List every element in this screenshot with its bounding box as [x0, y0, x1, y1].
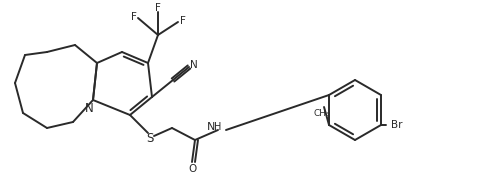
Text: Br: Br [391, 120, 403, 130]
Text: H: H [214, 122, 222, 132]
Text: S: S [146, 132, 154, 145]
Text: N: N [85, 102, 93, 114]
Text: CH₃: CH₃ [314, 108, 330, 118]
Text: N: N [207, 122, 215, 132]
Text: O: O [189, 164, 197, 174]
Text: F: F [155, 3, 161, 13]
Text: F: F [180, 16, 186, 26]
Text: F: F [131, 12, 137, 22]
Text: N: N [190, 60, 198, 70]
